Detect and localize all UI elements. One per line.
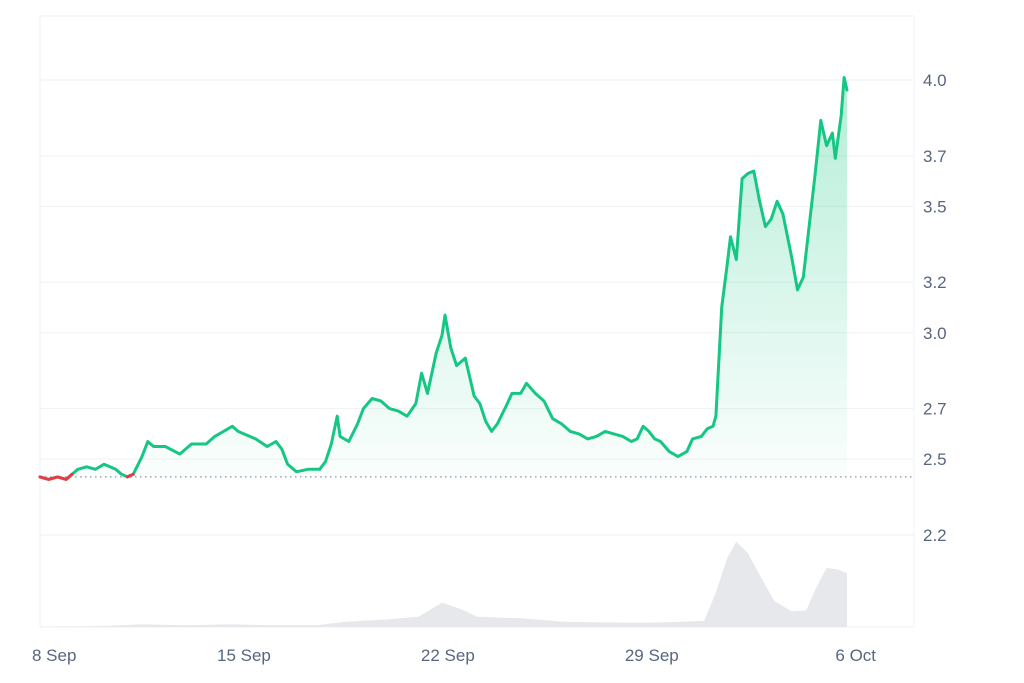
volume-area [40,541,847,627]
price-line-down-segment [38,472,74,481]
y-axis: 2.2 2.5 2.7 3.0 3.2 3.5 3.7 4.0 [923,71,947,545]
price-line-group [38,76,914,481]
x-tick-label: 29 Sep [625,646,679,665]
y-tick-label: 2.5 [923,450,947,469]
y-tick-label: 4.0 [923,71,947,90]
volume-area-group [40,541,847,627]
y-tick-label: 3.5 [923,197,947,216]
y-tick-label: 3.2 [923,273,947,292]
y-tick-label: 3.0 [923,324,947,343]
price-line-down-segment [125,472,135,479]
y-tick-label: 3.7 [923,147,947,166]
y-tick-label: 2.7 [923,400,947,419]
x-tick-label: 15 Sep [217,646,271,665]
x-tick-label: 6 Oct [835,646,876,665]
price-area-fill [40,77,847,477]
x-axis: 8 Sep 15 Sep 22 Sep 29 Sep 6 Oct [32,646,876,665]
price-line [38,76,849,481]
x-tick-label: 8 Sep [32,646,76,665]
price-area-group [40,77,847,477]
y-tick-label: 2.2 [923,526,947,545]
x-tick-label: 22 Sep [421,646,475,665]
